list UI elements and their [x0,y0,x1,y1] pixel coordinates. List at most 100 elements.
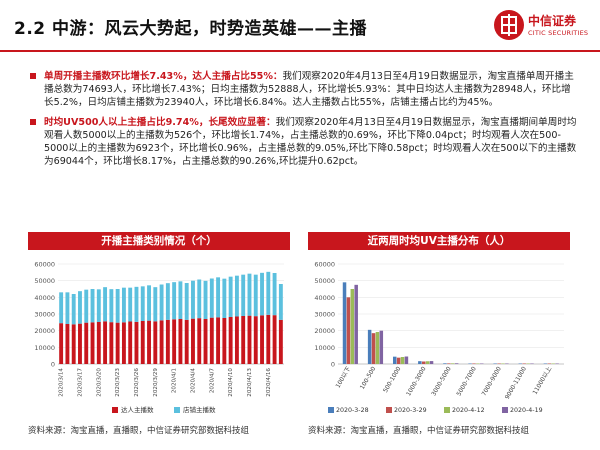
bar [468,363,472,364]
y-tick-label: 20000 [314,327,335,335]
x-tick-label: 2020/3/26 [134,368,140,397]
bar [404,356,409,364]
grouped-bar-chart: 0 10000 20000 30000 40000 50000 60000 100以下 100-… [314,261,564,414]
y-tick-label: 10000 [314,344,335,352]
y-tick-label: 20000 [34,327,55,335]
bullet-text: 我们观察2020年4月13日至4月19日数据显示，淘宝直播单周开播主播总数为74… [44,71,574,109]
bullet-highlight: 单周开播主播数环比增长7.43%，达人主播占比55%： [44,71,283,82]
x-tick-label: 500-1000 [382,365,403,394]
bar [392,356,397,364]
y-tick-label: 0 [331,361,335,369]
bar [497,363,501,364]
bar [159,320,164,364]
right-chart-title: 近两周时均UV主播分布（人） [308,232,570,250]
bar [222,318,227,364]
legend-label: 2020-4-19 [510,407,543,414]
left-chart-panel: 开播主播类别情况（个） 0 10000 20000 30000 40000 50000 60… [28,232,290,420]
bar [216,317,221,364]
x-tick-label: 2020/3/14 [59,368,65,397]
bar [71,294,76,325]
bar [178,319,183,364]
legend-label: 2020-3-28 [336,407,369,414]
bar [400,357,405,364]
bar [234,316,239,364]
bar [472,363,476,364]
bar [121,322,126,364]
bar [134,286,139,322]
bar [159,284,164,321]
bar [153,287,158,322]
legend-label: 达人主播数 [121,405,154,414]
bar [147,320,151,364]
bar [84,322,89,364]
bar [447,363,451,364]
bar [367,329,372,364]
bar [278,284,283,320]
x-tick-label: 3000-5000 [430,365,453,397]
bar [451,363,455,364]
legend-swatch [174,407,180,413]
bar [551,363,555,364]
y-tick-label: 60000 [314,261,335,269]
bar [272,315,277,364]
x-tick-label: 100-500 [359,365,378,390]
bar [241,316,246,364]
header-divider [0,50,600,52]
legend-swatch [386,407,392,413]
bar [350,289,355,364]
y-tick-label: 10000 [34,344,55,352]
bar [526,363,530,364]
bar [253,274,258,317]
bar [184,283,189,320]
bar [109,289,114,323]
citic-logo-icon [494,10,524,40]
bar [197,279,202,319]
bar [342,282,347,364]
legend-swatch [502,407,508,413]
x-tick-label: 11000以上 [531,365,553,396]
bar [543,363,548,364]
y-tick-label: 40000 [34,294,55,302]
x-tick-label: 2020/3/17 [77,368,83,397]
bar [191,318,195,364]
bar [375,332,380,364]
bar [555,363,559,364]
bar [354,284,358,364]
bar [78,323,82,364]
bar [191,280,195,319]
bar [103,321,108,364]
bar [197,318,202,364]
legend-label: 2020-3-29 [394,407,427,414]
bullet-list: 单周开播主播数环比增长7.43%，达人主播占比55%：我们观察2020年4月13… [30,70,578,174]
bar [272,273,277,316]
y-tick-label: 0 [51,361,55,369]
bar [172,319,177,364]
bar [260,315,264,364]
bar [222,278,227,318]
x-tick-label: 2020/4/4 [190,368,196,394]
bar [547,363,552,364]
y-tick-label: 40000 [314,294,335,302]
bar [121,287,126,323]
bar [421,361,426,364]
bar [241,274,246,316]
bar [103,287,108,322]
y-tick-label: 50000 [34,277,55,285]
bar [518,363,523,364]
bar [443,363,447,364]
x-tick-label: 7000-9000 [481,365,504,397]
bar [253,316,258,364]
bar [209,317,214,364]
bar [109,322,114,364]
left-chart-title: 开播主播类别情况（个） [28,232,290,250]
bar [90,322,95,364]
bar [247,273,252,316]
legend-swatch [328,407,334,413]
bar [234,275,239,317]
citic-logo: 中信证券 CITIC SECURITIES [494,10,588,44]
bar [115,289,120,323]
x-tick-label: 9000-11000 [504,365,528,400]
x-tick-label: 2020/4/1 [172,368,178,394]
bar [522,363,526,364]
page-title: 2.2 中游：风云大势起，时势造英雄——主播 [14,19,368,39]
